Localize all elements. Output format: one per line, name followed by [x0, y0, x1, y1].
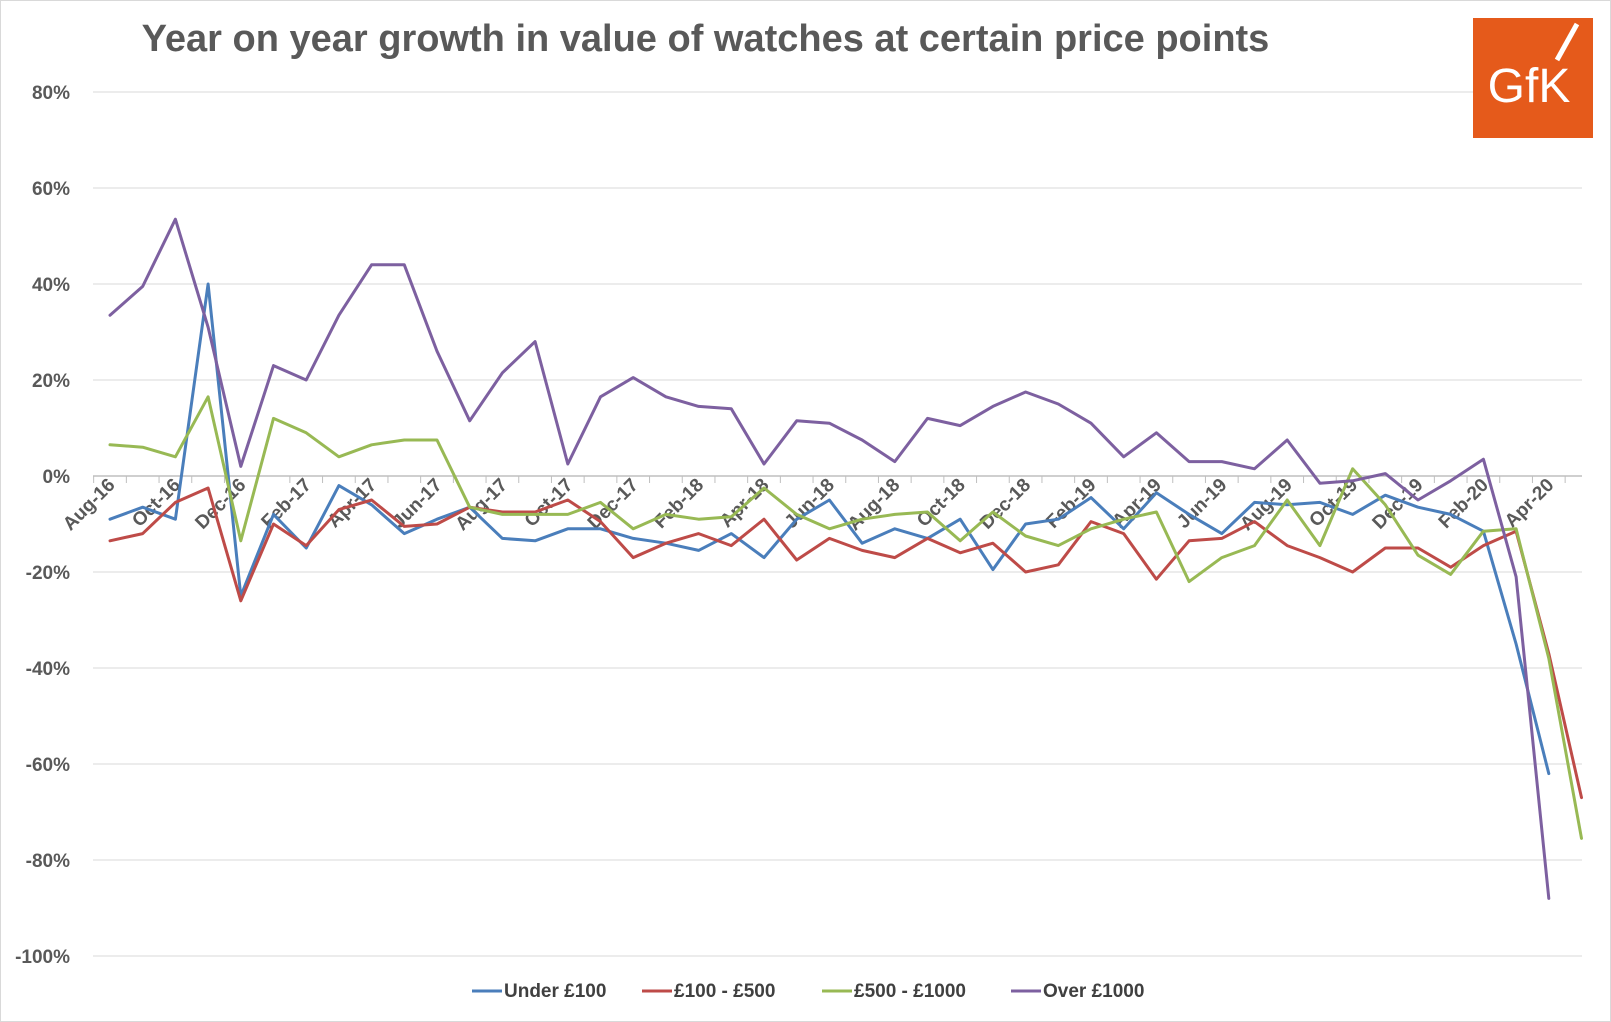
legend-label: £500 - £1000	[854, 981, 966, 1002]
y-tick-label: 80%	[32, 83, 70, 104]
x-tick-label: Aug-18	[844, 475, 904, 535]
x-tick-label: Aug-17	[452, 475, 512, 535]
y-tick-label: -100%	[15, 947, 70, 968]
x-tick-label: Jun-19	[1173, 475, 1231, 533]
series-line	[108, 217, 1551, 900]
x-tick-label: Oct-17	[521, 475, 578, 532]
gfk-logo: GfK	[1473, 18, 1593, 138]
chart-title: Year on year growth in value of watches …	[141, 18, 1270, 60]
x-tick-label: Feb-19	[1042, 475, 1100, 533]
y-axis-tick-labels: 80% 60% 40% 20% 0% -20% -40% -60% -80% -100%	[15, 83, 70, 968]
logo-accent-stroke	[1554, 22, 1580, 62]
gridlines	[93, 91, 1582, 957]
x-tick-label: Dec-16	[191, 475, 250, 534]
series-lines	[108, 217, 1583, 900]
series-line	[108, 282, 1551, 776]
legend-label: Under £100	[504, 981, 606, 1002]
logo-text: GfK	[1488, 60, 1571, 113]
legend-label: £100 - £500	[674, 981, 775, 1002]
y-tick-label: 20%	[32, 371, 70, 392]
x-tick-label: Apr-17	[324, 475, 381, 532]
logo-background	[1473, 18, 1593, 138]
series-line	[108, 486, 1583, 800]
legend: Under £100 £100 - £500 £500 - £1000 Over £1…	[472, 981, 1144, 1002]
y-tick-label: 40%	[32, 275, 70, 296]
y-tick-label: 60%	[32, 179, 70, 200]
y-tick-label: -60%	[26, 755, 70, 776]
x-tick-label: Feb-17	[258, 475, 316, 533]
series-line	[108, 395, 1583, 840]
y-tick-label: 0%	[43, 467, 71, 488]
y-tick-label: -80%	[26, 851, 70, 872]
y-tick-label: -20%	[26, 563, 70, 584]
legend-label: Over £1000	[1043, 981, 1144, 1002]
x-tick-label: Apr-20	[1501, 475, 1558, 532]
x-tick-label: Jun-18	[781, 475, 839, 533]
x-tick-label: Feb-18	[650, 475, 708, 533]
y-tick-label: -40%	[26, 659, 70, 680]
